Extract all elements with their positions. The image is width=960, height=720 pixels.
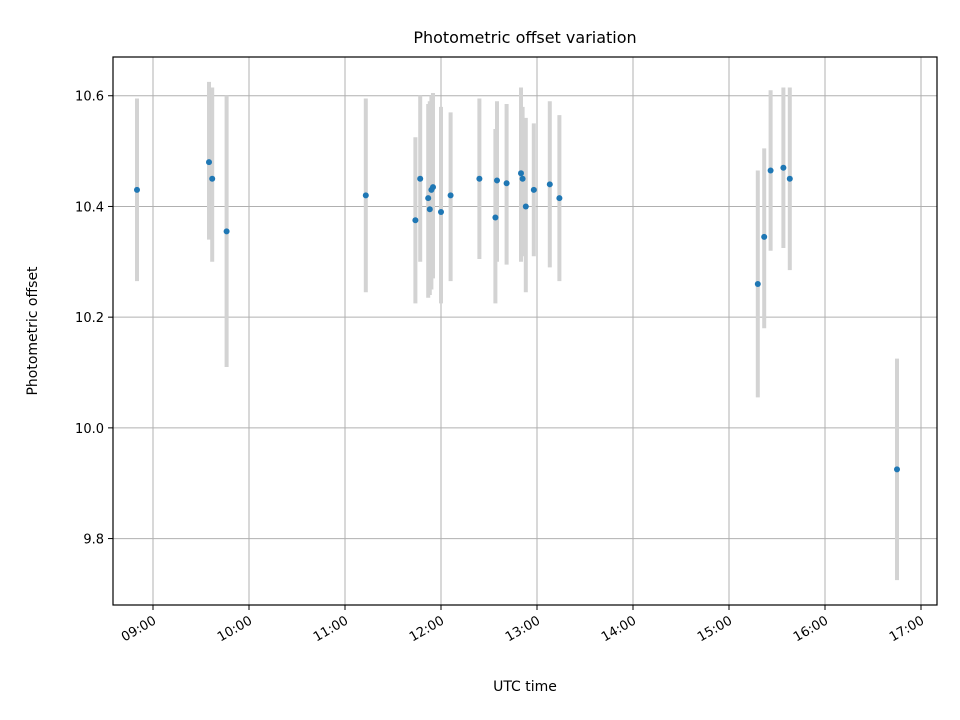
data-point	[754, 280, 761, 287]
data-point	[209, 175, 216, 182]
data-point	[761, 233, 768, 240]
data-point	[438, 208, 444, 215]
data-point	[522, 203, 529, 210]
y-axis-label: Photometric offset	[25, 266, 41, 396]
data-point	[476, 175, 483, 182]
data-point	[503, 180, 510, 187]
data-point	[430, 184, 436, 191]
x-axis-label: UTC time	[493, 679, 557, 695]
data-point	[447, 192, 454, 199]
data-point	[223, 228, 230, 235]
y-tick-label: 10.6	[75, 90, 104, 105]
data-point	[426, 206, 433, 213]
y-tick-label: 10.2	[75, 311, 104, 326]
chart-title: Photometric offset variation	[413, 28, 636, 47]
data-point	[425, 195, 432, 202]
y-tick-label: 10.4	[75, 200, 104, 215]
y-axis-ticks: 9.8 10.0 10.2 10.4 10.6	[75, 90, 113, 548]
data-point	[518, 170, 524, 177]
data-point	[767, 167, 774, 174]
data-point	[556, 195, 563, 202]
data-point	[894, 466, 900, 473]
data-point	[417, 175, 424, 182]
data-point	[530, 186, 537, 193]
grid	[113, 57, 937, 605]
y-tick-label: 9.8	[83, 533, 104, 548]
data-point	[206, 159, 212, 166]
data-point	[362, 192, 369, 199]
data-points	[134, 159, 900, 473]
data-point	[494, 177, 500, 184]
plot-area-frame	[112, 56, 938, 606]
data-point	[492, 214, 499, 221]
data-point	[780, 164, 787, 171]
y-tick-label: 10.0	[75, 422, 104, 437]
data-point	[786, 175, 793, 182]
data-point	[519, 175, 526, 182]
data-point	[134, 186, 140, 193]
data-point	[412, 217, 419, 224]
data-point	[546, 181, 553, 188]
